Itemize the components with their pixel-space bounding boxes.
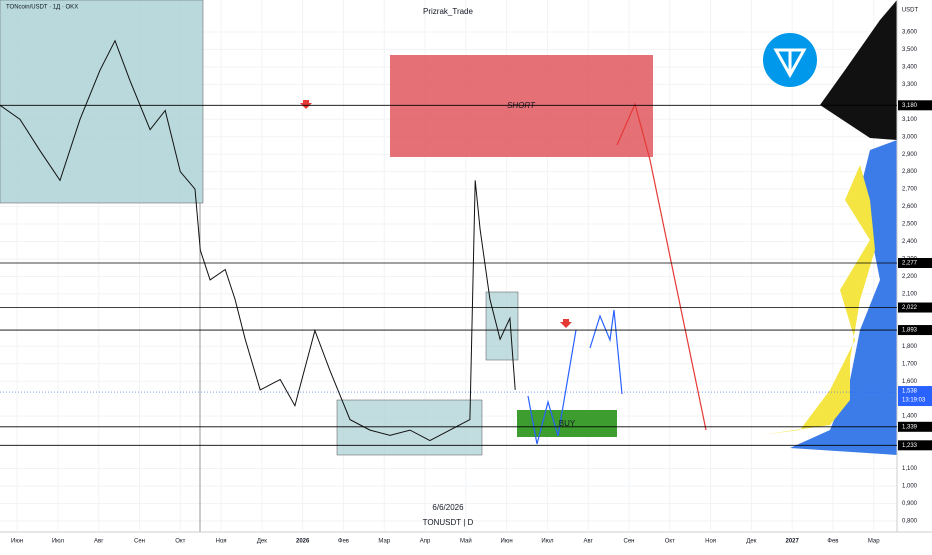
level-badge (898, 257, 932, 268)
level-label: 2,277 (902, 261, 918, 267)
y-tick-label: 2,500 (902, 222, 918, 228)
volume-profile (760, 165, 875, 435)
logo (773, 48, 807, 79)
x-tick-label: Авг (584, 539, 594, 545)
zone (336, 399, 483, 456)
y-tick-label: 3,000 (902, 134, 918, 140)
short-zone (390, 55, 653, 157)
projection (527, 329, 577, 445)
x-tick-label: 2027 (785, 539, 799, 545)
y-tick-label: 1,400 (902, 414, 918, 420)
x-tick-label: Июн (11, 539, 23, 545)
x-tick-label: 2026 (296, 539, 310, 545)
y-tick-label: 2,100 (902, 291, 918, 297)
x-tick-label: Авг (94, 539, 104, 545)
level-badge (898, 302, 932, 313)
y-tick-label: 0,900 (902, 501, 918, 507)
level-badge (898, 325, 932, 336)
level-label: 1,233 (902, 443, 918, 449)
y-tick-label: 3,500 (902, 47, 918, 53)
y-tick-label: 2,900 (902, 152, 918, 158)
y-tick-label: 3,600 (902, 30, 918, 36)
x-tick-label: Мар (868, 539, 880, 545)
y-tick-label: 2,700 (902, 187, 918, 193)
y-tick-label: 2,600 (902, 204, 918, 210)
x-tick-label: Окт (175, 539, 185, 545)
symbol: TONcoin/USDT · 1Д · OKX (6, 5, 78, 11)
x-tick-label: Мар (378, 539, 390, 545)
marker (300, 100, 312, 109)
y-tick-label: 2,800 (902, 169, 918, 175)
y-tick-label: 3,400 (902, 64, 918, 70)
date-note: 6/6/2026 (432, 503, 464, 512)
x-tick-label: Ноя (216, 539, 227, 545)
y-tick-label: 2,400 (902, 239, 918, 245)
y-tick-label: 1,100 (902, 466, 918, 472)
last-price-badge (898, 386, 932, 407)
x-tick-label: Июл (541, 539, 554, 545)
y-tick-label: 3,300 (902, 82, 918, 88)
y-tick-label: 1,000 (902, 484, 918, 490)
last-price-label: 1,538 (902, 389, 918, 395)
x-tick-label: Май (460, 538, 472, 545)
level-label: 3,180 (902, 103, 918, 109)
level-label: 1,893 (902, 328, 918, 334)
buy-label: BUY (559, 419, 576, 428)
x-tick-label: Июн (501, 539, 513, 545)
y-tick-label: 2,200 (902, 274, 918, 280)
level-label: 2,022 (902, 305, 918, 311)
projection (589, 309, 623, 395)
projection (616, 102, 707, 431)
ticker: TONUSDT | D (423, 518, 474, 527)
x-tick-label: Июл (52, 539, 65, 545)
y-tick-label: 1,700 (902, 361, 918, 367)
zone (0, 0, 204, 204)
currency: USDT (902, 8, 919, 14)
price-axis (897, 0, 932, 550)
y-tick-label: 1,600 (902, 379, 918, 385)
x-tick-label: Апр (420, 539, 431, 545)
x-tick-label: Ноя (705, 539, 716, 545)
x-tick-label: Окт (665, 539, 675, 545)
x-tick-label: Сен (134, 539, 145, 545)
price-line (0, 39, 516, 442)
x-tick-label: Дек (746, 539, 756, 545)
level-badge (898, 100, 932, 111)
marker (560, 319, 572, 328)
y-tick-label: 3,100 (902, 117, 918, 123)
x-tick-label: Сен (624, 539, 635, 545)
level-badge (898, 440, 932, 451)
x-tick-label: Фев (827, 539, 838, 545)
author: Prizrak_Trade (423, 7, 473, 16)
y-tick-label: 1,800 (902, 344, 918, 350)
y-tick-label: 0,800 (902, 518, 918, 524)
level-badge (898, 421, 932, 432)
x-tick-label: Дек (257, 539, 267, 545)
countdown: 13:19:03 (902, 398, 926, 404)
x-tick-label: Фев (338, 539, 349, 545)
level-label: 1,339 (902, 424, 918, 430)
